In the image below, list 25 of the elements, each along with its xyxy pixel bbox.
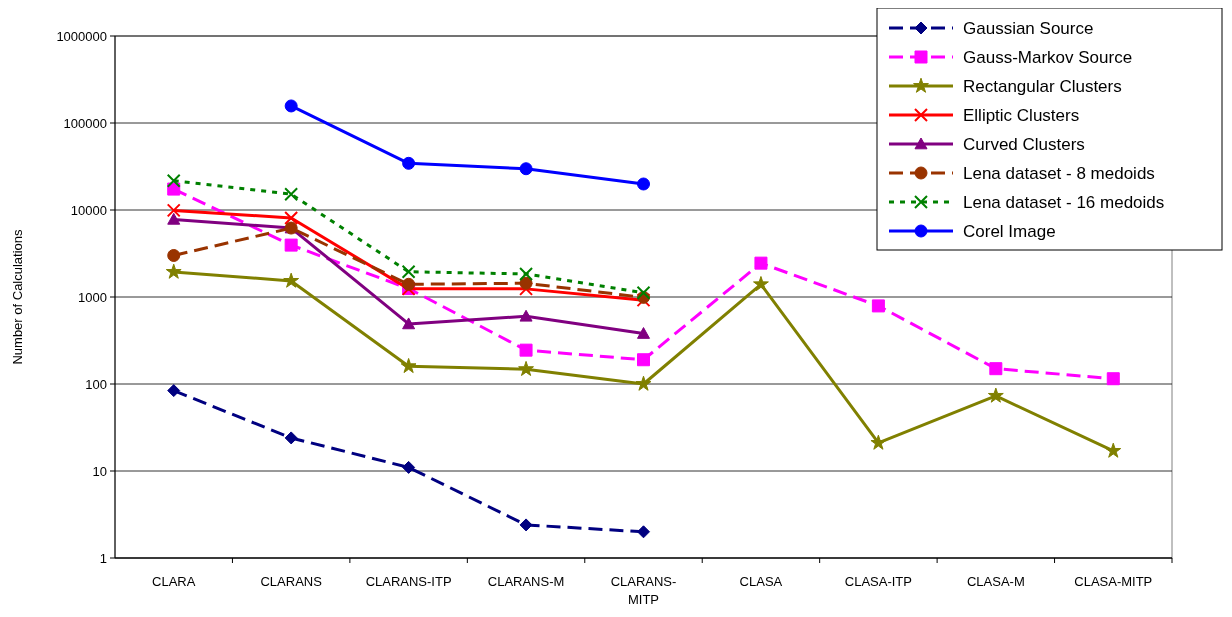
legend-label: Gauss-Markov Source	[963, 47, 1133, 67]
legend-label: Elliptic Clusters	[963, 105, 1080, 125]
y-tick-label: 10	[92, 463, 107, 479]
legend-label: Lena dataset - 16 medoids	[963, 192, 1165, 212]
legend-label: Corel Image	[963, 221, 1056, 241]
y-tick-label: 100000	[63, 115, 107, 131]
legend-label: Curved Clusters	[963, 134, 1085, 154]
y-tick-label: 100	[85, 376, 107, 392]
x-tick-label: CLARA	[152, 574, 196, 589]
y-tick-label: 1000000	[56, 28, 107, 44]
y-tick-label: 10000	[70, 202, 107, 218]
x-tick-label: CLASA-ITP	[844, 574, 912, 589]
x-tick-label: CLARANS-MITP	[610, 574, 677, 607]
y-tick-label: 1	[99, 550, 107, 566]
x-tick-label: CLARANS	[260, 574, 323, 589]
y-tick-label: 1000	[78, 289, 107, 305]
x-tick-label: CLARANS-ITP	[365, 574, 452, 589]
legend-label: Rectangular Clusters	[963, 76, 1122, 96]
y-axis-title: Number of Calculations	[10, 228, 25, 365]
legend-label: Lena dataset - 8 medoids	[963, 163, 1155, 183]
x-tick-label: CLASA-M	[966, 574, 1025, 589]
legend-label: Gaussian Source	[963, 18, 1094, 38]
x-tick-label: CLASA-MITP	[1074, 574, 1153, 589]
x-tick-label: CLASA	[739, 574, 783, 589]
x-tick-label: CLARANS-M	[487, 574, 565, 589]
